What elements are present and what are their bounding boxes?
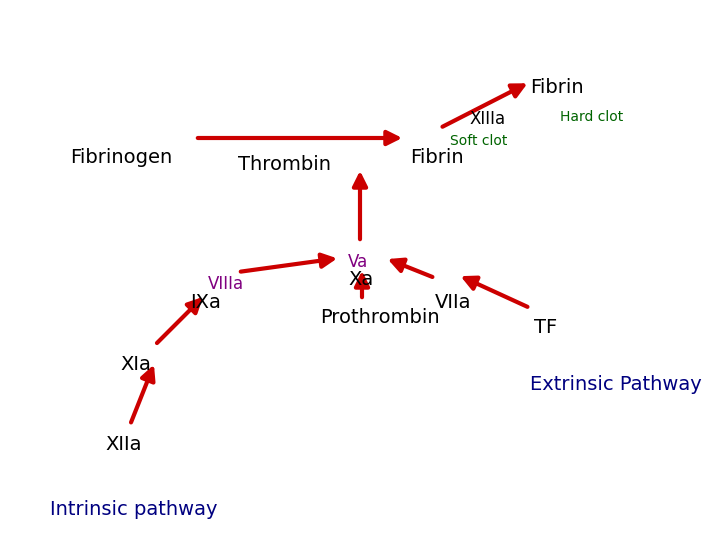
Text: Va: Va <box>348 253 368 271</box>
Text: Fibrinogen: Fibrinogen <box>70 148 172 167</box>
Text: Extrinsic Pathway: Extrinsic Pathway <box>530 375 702 394</box>
Text: Soft clot: Soft clot <box>450 134 508 148</box>
Text: Thrombin: Thrombin <box>238 155 331 174</box>
Text: Prothrombin: Prothrombin <box>320 308 440 327</box>
Text: Fibrin: Fibrin <box>410 148 464 167</box>
Text: XIIa: XIIa <box>105 435 142 454</box>
Text: XIa: XIa <box>120 355 151 374</box>
Text: Hard clot: Hard clot <box>560 110 624 124</box>
Text: XIIIa: XIIIa <box>470 110 506 128</box>
Text: TF: TF <box>534 318 557 337</box>
Text: Xa: Xa <box>348 270 373 289</box>
Text: VIIIa: VIIIa <box>208 275 244 293</box>
Text: VIIa: VIIa <box>435 293 472 312</box>
Text: Fibrin: Fibrin <box>530 78 584 97</box>
Text: IXa: IXa <box>190 293 221 312</box>
Text: Intrinsic pathway: Intrinsic pathway <box>50 500 217 519</box>
